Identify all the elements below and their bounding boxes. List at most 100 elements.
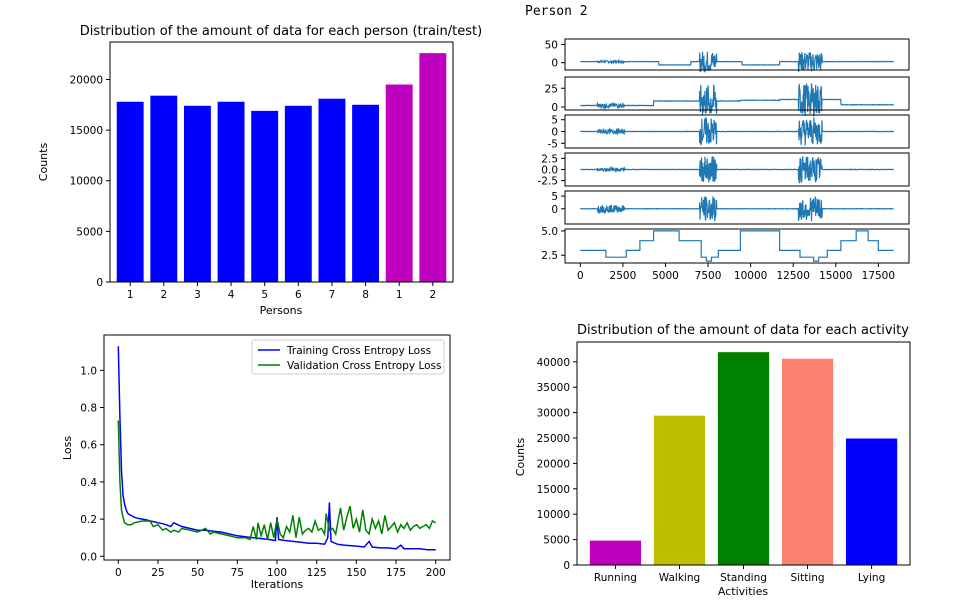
activity-bar [653, 415, 706, 565]
person-chart-xlabel: Persons [260, 304, 303, 317]
loss-ytick-label: 0.8 [80, 403, 97, 415]
signal-xtick-label: 12500 [776, 270, 809, 282]
activity-bar [781, 358, 834, 565]
person-xtick-label: 4 [228, 289, 235, 301]
loss-xtick-label: 100 [267, 567, 287, 579]
person-bar [284, 105, 312, 282]
loss-chart-xlabel: Iterations [251, 578, 304, 591]
loss-xtick-label: 125 [307, 567, 327, 579]
signal-panel: 50-5 [548, 114, 910, 150]
person-xtick-label: 6 [295, 289, 302, 301]
loss-series-validation [117, 420, 437, 541]
loss-legend: Training Cross Entropy Loss Validation Cr… [251, 339, 445, 375]
activity-ytick-label: 40000 [537, 357, 570, 369]
signal-trace [580, 196, 894, 222]
activity-bar [717, 352, 770, 565]
person-xtick-label: 8 [362, 289, 369, 301]
person-xtick-label: 3 [194, 289, 201, 301]
activity-bar [589, 540, 642, 565]
signal-ytick-label: 50 [545, 39, 558, 51]
person-bar [352, 104, 380, 282]
activity-ytick-label: 5000 [543, 535, 570, 547]
loss-frame [103, 334, 451, 561]
loss-xtick-label: 75 [231, 567, 244, 579]
loss-ytick-label: 0.4 [80, 477, 97, 489]
person-xtick-label: 2 [429, 289, 436, 301]
signal-panel: 25 0 [545, 76, 910, 117]
loss-xtick-label: 25 [151, 567, 164, 579]
person-ytick-label: 20000 [70, 74, 103, 86]
person-distribution-chart: Distribution of the amount of data for e… [37, 24, 482, 317]
activity-ytick-label: 30000 [537, 408, 570, 420]
signal-xtick-label: 5000 [652, 270, 679, 282]
activity-chart-title: Distribution of the amount of data for e… [577, 323, 909, 338]
loss-curve-chart: Iterations Loss 0 25 50 75 100 125 150 175 200 0.… [61, 334, 451, 591]
signal-ytick-label: -5 [548, 138, 558, 150]
activity-distribution-chart: Distribution of the amount of data for e… [514, 323, 911, 598]
activity-ytick-label: 0 [563, 560, 570, 572]
person-chart-title: Distribution of the amount of data for e… [80, 24, 482, 39]
signal-ytick-label: 0 [551, 204, 558, 216]
person-caption: Person 2 [525, 4, 588, 19]
signal-trace [580, 230, 894, 262]
signal-panel-frame [564, 114, 910, 149]
signal-ytick-label: 5 [551, 115, 558, 127]
signal-xtick-label: 10000 [734, 270, 767, 282]
person-xtick-label: 1 [127, 289, 134, 301]
activity-ytick-label: 10000 [537, 509, 570, 521]
signal-panel-frame [564, 152, 910, 187]
activity-xtick-label: Sitting [791, 572, 825, 584]
activity-chart-ylabel: Counts [514, 438, 527, 477]
loss-xtick-label: 150 [346, 567, 366, 579]
loss-ytick-label: 0.6 [80, 440, 97, 452]
person-xtick-label: 1 [396, 289, 403, 301]
loss-ytick-label: 0.0 [80, 551, 97, 563]
activity-bar [845, 438, 898, 565]
signal-ytick-label: 0 [551, 102, 558, 114]
signal-xtick-label: 15000 [819, 270, 852, 282]
person-bar [318, 98, 346, 282]
signal-trace [580, 51, 894, 73]
person-bar [419, 53, 447, 283]
person-ytick-label: 15000 [70, 125, 103, 137]
signal-trace [580, 116, 895, 146]
loss-xtick-label: 50 [191, 567, 204, 579]
activity-xtick-label: Lying [858, 572, 885, 584]
signal-ytick-label: -2.5 [538, 176, 559, 188]
loss-ytick-label: 1.0 [80, 365, 97, 377]
activity-xtick-label: Standing [720, 572, 767, 584]
signal-panel-frame [564, 76, 910, 111]
person-xtick-label: 7 [329, 289, 336, 301]
signal-panel-frame [564, 228, 910, 264]
person-frame [109, 41, 454, 283]
signal-panel: 2.50.0-2.5 [538, 152, 910, 188]
activity-frame [576, 341, 911, 566]
activity-ytick-label: 15000 [537, 484, 570, 496]
person-ytick-label: 10000 [70, 176, 103, 188]
signal-trace [580, 83, 894, 117]
loss-chart-ylabel: Loss [61, 436, 74, 460]
activity-ytick-label: 25000 [537, 433, 570, 445]
signal-panel: 50 [551, 190, 910, 225]
person-bar [183, 105, 211, 282]
loss-xtick-label: 175 [386, 567, 406, 579]
signal-panel-frame [564, 38, 910, 71]
activity-xtick-label: Running [594, 572, 637, 584]
person-bar [150, 95, 178, 282]
signal-ytick-label: 2.5 [541, 250, 558, 262]
person-bar [251, 110, 279, 283]
person-ytick-label: 0 [96, 277, 103, 289]
loss-legend-box [251, 339, 445, 375]
signal-trace [580, 156, 894, 185]
signal-ytick-label: 2.5 [541, 153, 558, 165]
signal-ytick-label: 25 [545, 83, 558, 95]
activity-xtick-label: Walking [659, 572, 700, 584]
signal-panel-frame [564, 190, 910, 225]
loss-xtick-label: 0 [115, 567, 122, 579]
person-xtick-label: 2 [160, 289, 167, 301]
signal-xtick-label: 0 [577, 270, 584, 282]
activity-ytick-label: 20000 [537, 458, 570, 470]
signal-xtick-label: 2500 [610, 270, 637, 282]
